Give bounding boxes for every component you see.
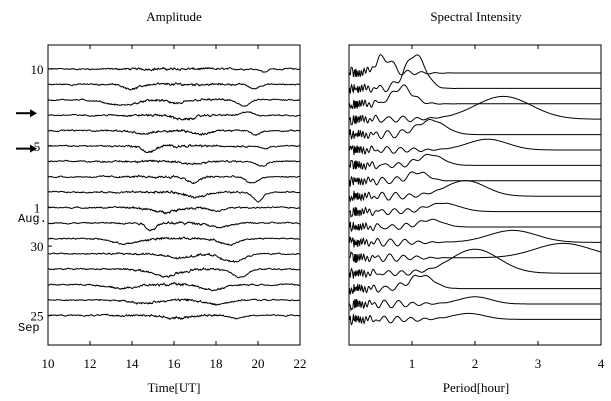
- amplitude-x-ticks: 10 12 14 16 18 20 22: [42, 45, 307, 371]
- amplitude-x-label: Time[UT]: [148, 380, 201, 395]
- spectral-trace: [349, 180, 601, 203]
- amplitude-trace: [48, 128, 301, 137]
- spectral-trace: [349, 138, 601, 155]
- amplitude-trace: [47, 220, 301, 232]
- spectral-trace: [349, 153, 601, 171]
- spectral-trace: [349, 248, 601, 279]
- spectral-panel: Spectral Intensity 1 2 3 4 Period[hour]: [348, 9, 605, 395]
- spectral-x-tick-label: 4: [598, 356, 605, 371]
- spectral-x-label: Period[hour]: [443, 380, 509, 395]
- spectral-trace: [349, 171, 601, 187]
- amplitude-x-tick-label: 18: [210, 356, 223, 371]
- amplitude-trace: [48, 174, 301, 185]
- amplitude-trace: [47, 205, 300, 215]
- amplitude-trace: [47, 111, 301, 121]
- amplitude-trace: [47, 97, 301, 107]
- amplitude-trace: [47, 281, 301, 292]
- spectral-title: Spectral Intensity: [430, 9, 522, 24]
- amplitude-arrows: [16, 109, 37, 153]
- spectral-x-tick-label: 2: [472, 356, 479, 371]
- spectral-x-tick-label: 3: [535, 356, 542, 371]
- amplitude-y-tick-label: 30: [31, 239, 44, 254]
- spectral-trace: [349, 119, 601, 140]
- amplitude-x-tick-label: 10: [42, 356, 55, 371]
- amplitude-trace: [47, 266, 301, 279]
- amplitude-trace: [47, 298, 301, 306]
- amplitude-trace: [47, 159, 301, 167]
- spectral-trace: [349, 202, 601, 218]
- spectral-x-tick-label: 1: [409, 356, 416, 371]
- amplitude-y-tick-label: Sep: [18, 321, 40, 335]
- amplitude-x-tick-label: 14: [126, 356, 140, 371]
- spectral-trace: [349, 218, 601, 233]
- amplitude-trace: [47, 236, 301, 247]
- amplitude-y-tick-label: 10: [31, 62, 44, 77]
- spectral-trace: [349, 95, 601, 126]
- amplitude-trace: [48, 82, 301, 91]
- amplitude-trace: [47, 190, 301, 203]
- spectral-trace: [349, 312, 601, 326]
- spectral-trace: [349, 274, 601, 295]
- amplitude-y-tick-label: Aug.: [18, 212, 47, 226]
- spectral-trace: [349, 54, 601, 94]
- spectral-trace: [349, 296, 601, 312]
- amplitude-y-tick-label: 25: [31, 308, 44, 323]
- spectral-x-ticks: 1 2 3 4: [409, 45, 605, 371]
- spectral-trace: [349, 242, 602, 264]
- spectral-trace: [349, 84, 601, 110]
- amplitude-y-tick-label: 1: [34, 201, 41, 216]
- amplitude-x-tick-label: 16: [168, 356, 182, 371]
- spectral-traces: [349, 54, 602, 326]
- amplitude-x-tick-label: 20: [252, 356, 265, 371]
- amplitude-x-tick-label: 22: [294, 356, 307, 371]
- spectral-trace: [349, 54, 601, 77]
- amplitude-x-tick-label: 12: [84, 356, 97, 371]
- arrow-head: [30, 109, 37, 118]
- amplitude-trace: [47, 143, 301, 154]
- spectral-trace: [349, 229, 601, 248]
- amplitude-trace: [48, 313, 301, 321]
- amplitude-traces: [47, 66, 301, 321]
- amplitude-trace: [47, 66, 301, 73]
- amplitude-y-tick-label: 5: [34, 139, 41, 154]
- arrow-head: [30, 144, 37, 153]
- spectral-frame: [348, 44, 602, 346]
- amplitude-title: Amplitude: [146, 9, 202, 24]
- amplitude-trace: [47, 252, 300, 264]
